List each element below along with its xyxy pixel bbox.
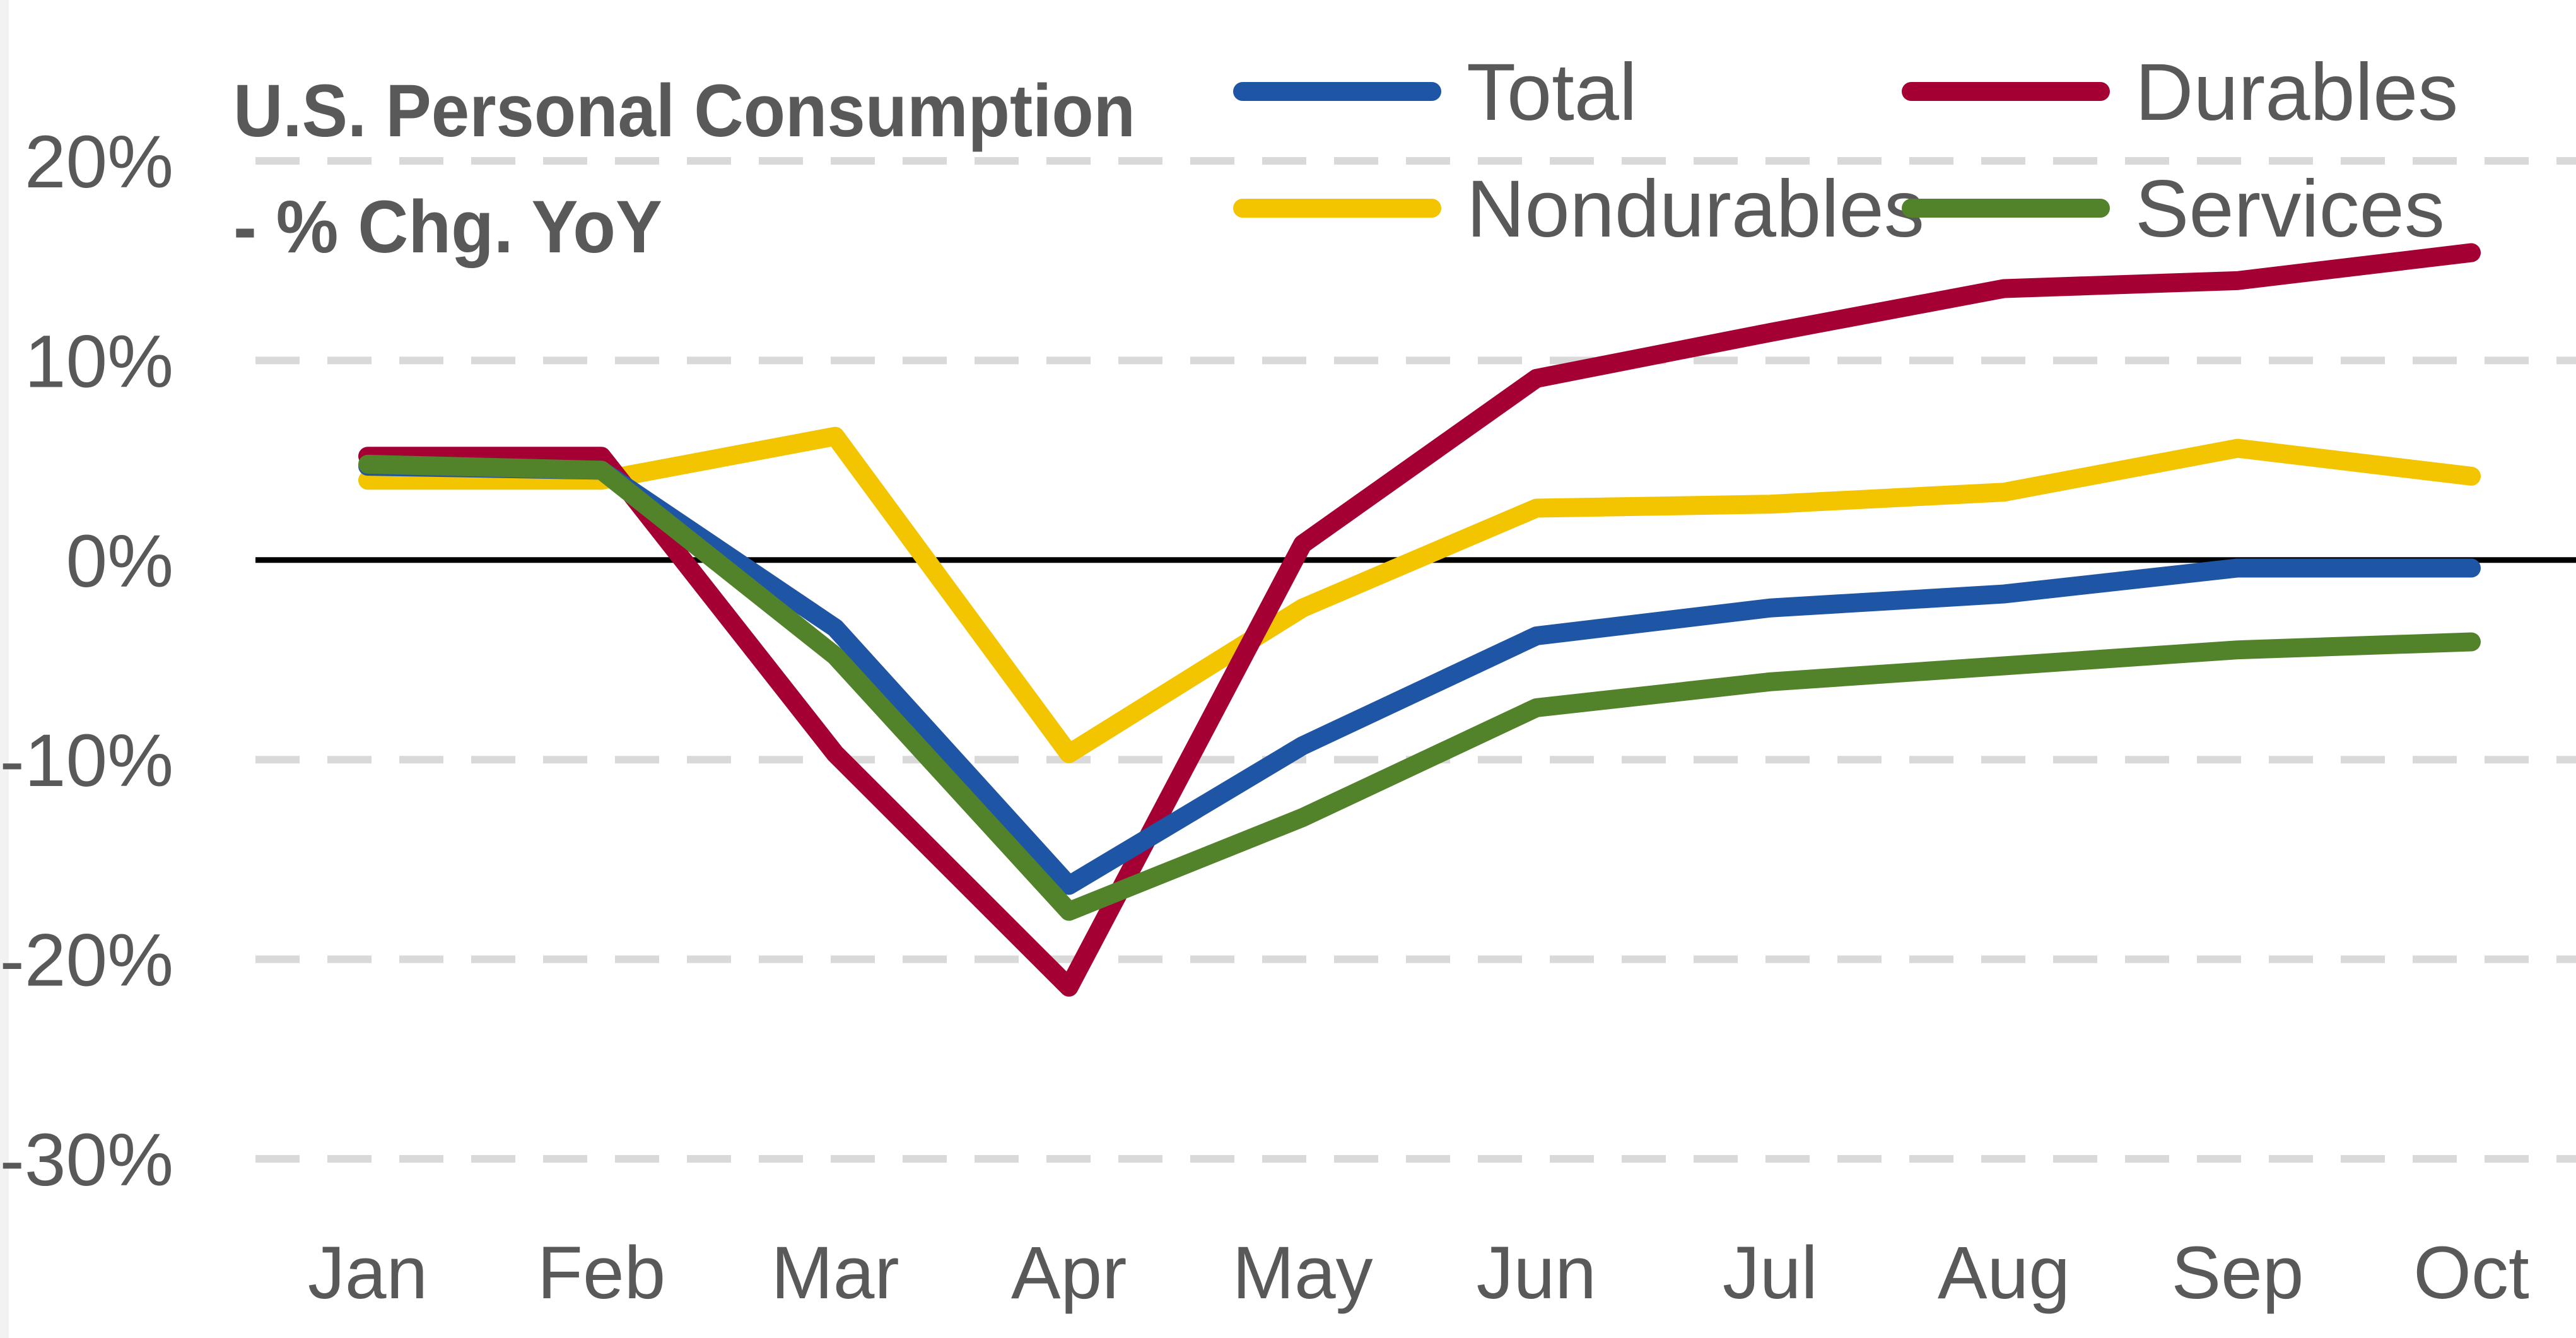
x-axis-ticks: Jan Feb Mar Apr May Jun Jul Aug Sep Oct <box>308 1231 2529 1315</box>
legend-label: Nondurables <box>1467 164 1924 254</box>
legend-item-services: Services <box>1902 164 2445 254</box>
y-tick-label: 20% <box>25 120 173 204</box>
left-edge-strip <box>0 0 9 1338</box>
x-tick-label: Oct <box>2413 1231 2529 1315</box>
x-tick-label: Aug <box>1938 1231 2070 1315</box>
y-tick-label: -10% <box>0 719 173 802</box>
series-lines <box>358 243 2481 997</box>
legend: Total Durables Nondurables Services <box>1233 47 2458 254</box>
legend-item-nondurables: Nondurables <box>1233 164 1924 254</box>
x-tick-label: Jul <box>1723 1231 1818 1315</box>
x-tick-label: Mar <box>771 1231 899 1315</box>
chart-title: U.S. Personal Consumption <box>233 69 1135 153</box>
x-tick-label: Sep <box>2171 1231 2304 1315</box>
series-line-total <box>358 457 2481 895</box>
legend-item-total: Total <box>1233 47 1637 138</box>
series-line-durables <box>358 243 2481 997</box>
legend-label: Total <box>1467 47 1637 138</box>
y-axis-ticks: 20% 10% 0% -10% -20% -30% <box>0 120 173 1202</box>
x-tick-label: Apr <box>1011 1231 1127 1315</box>
legend-item-durables: Durables <box>1902 47 2458 138</box>
y-tick-label: 10% <box>25 320 173 403</box>
x-tick-label: Jun <box>1477 1231 1596 1315</box>
x-tick-label: Feb <box>537 1231 665 1315</box>
chart-subtitle: - % Chg. YoY <box>233 185 662 269</box>
y-tick-label: -20% <box>0 919 173 1002</box>
y-tick-label: 0% <box>66 520 173 603</box>
y-tick-label: -30% <box>0 1118 173 1202</box>
x-tick-label: Jan <box>308 1231 428 1315</box>
legend-label: Services <box>2135 164 2445 254</box>
legend-label: Durables <box>2135 47 2458 138</box>
x-tick-label: May <box>1232 1231 1373 1315</box>
series-line-services <box>358 454 2481 921</box>
series-line-nondurables <box>358 426 2481 763</box>
